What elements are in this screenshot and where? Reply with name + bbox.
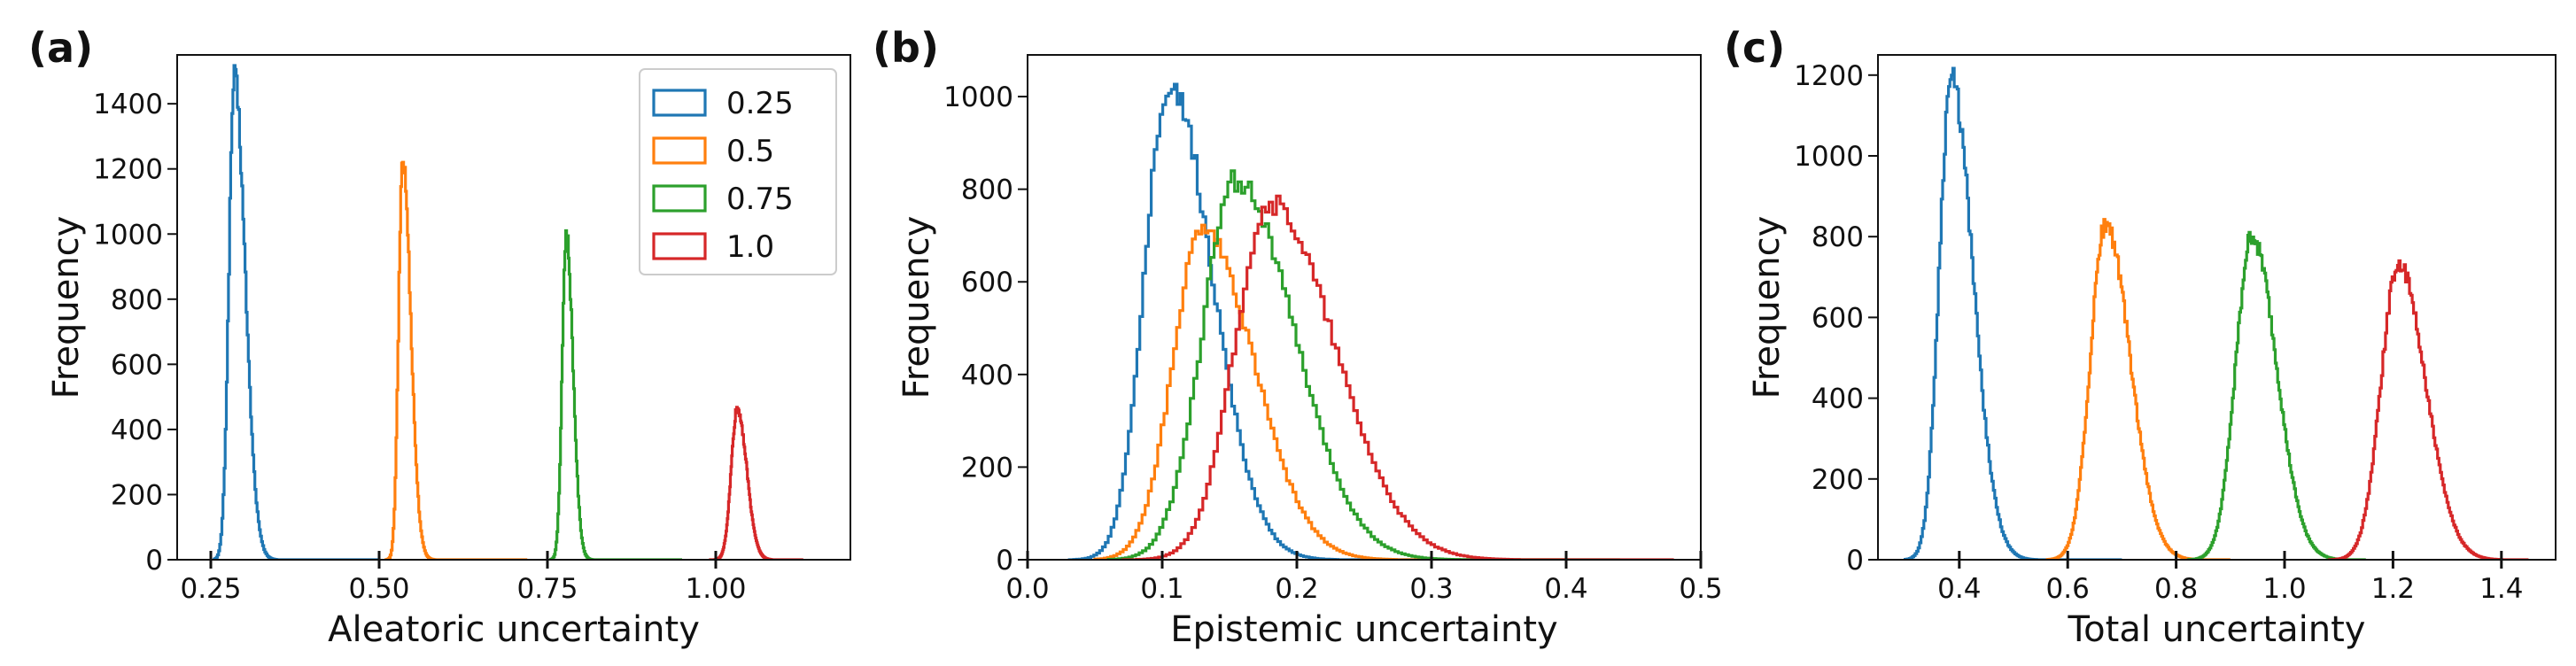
x-tick-label: 0.0 (1005, 573, 1049, 605)
legend-swatch-0.75 (652, 184, 707, 213)
histogram-series-0.25 (1067, 82, 1499, 560)
legend-label-0.5: 0.5 (726, 134, 774, 169)
x-tick-label: 1.0 (2262, 573, 2306, 605)
x-tick-label: 0.3 (1409, 573, 1453, 605)
panel-c: 0 200 400 600 800 1000 1200 0.4 0.6 0.8 1.0 1.2 1.4 T… (1724, 24, 2557, 650)
y-tick-label: 0 (996, 545, 1013, 577)
y-tick-label: 1000 (943, 81, 1013, 113)
y-tick-label: 1000 (93, 219, 163, 251)
panel-label: (a) (28, 24, 93, 72)
y-tick-label: 800 (961, 174, 1013, 206)
histogram-series-0.75 (1106, 169, 1620, 560)
x-tick-label: 1.2 (2371, 573, 2415, 605)
y-tick-label: 1400 (93, 89, 163, 120)
histogram-series-0.5 (2045, 218, 2231, 560)
panel-label: (c) (1724, 24, 1785, 72)
x-tick-label: 0.8 (2154, 573, 2198, 605)
y-axis-label: Frequency (46, 216, 87, 399)
y-tick-label: 0 (145, 545, 163, 577)
axes-frame (1027, 54, 1702, 561)
x-tick-label: 0.2 (1275, 573, 1318, 605)
y-axis-label: Frequency (896, 216, 937, 399)
x-axis-label: Aleatoric uncertainty (328, 609, 700, 650)
histogram-series-0.5 (1093, 223, 1566, 560)
y-tick-label: 200 (111, 479, 163, 511)
y-tick-label: 400 (1812, 383, 1864, 415)
x-tick-label: 0.1 (1140, 573, 1183, 605)
histogram-series-1.0 (2328, 259, 2529, 560)
series-group (1904, 66, 2529, 560)
axes-frame (176, 54, 851, 561)
legend-swatch-1.0 (652, 232, 707, 260)
x-tick-label: 0.50 (348, 573, 409, 605)
legend-label-0.75: 0.75 (726, 182, 794, 217)
legend-box (639, 68, 837, 275)
y-tick-label: 1200 (93, 154, 163, 186)
y-tick-label: 400 (111, 414, 163, 446)
x-tick-label: 0.4 (1937, 573, 1981, 605)
y-tick-label: 200 (961, 452, 1013, 484)
x-tick-label: 0.25 (180, 573, 241, 605)
x-tick-label: 0.6 (2046, 573, 2090, 605)
legend-label-1.0: 1.0 (726, 229, 774, 265)
y-tick-label: 600 (111, 349, 163, 381)
y-tick-label: 200 (1812, 464, 1864, 496)
legend: 0.25 0.5 0.75 1.0 (639, 68, 837, 275)
y-tick-label: 1000 (1794, 141, 1864, 173)
x-tick-label: 0.5 (1679, 573, 1722, 605)
x-tick-label: 0.4 (1544, 573, 1587, 605)
x-axis-label: Epistemic uncertainty (1170, 609, 1557, 650)
legend-swatch-0.25 (652, 89, 707, 117)
histogram-series-0.25 (213, 64, 379, 560)
panel-label: (b) (873, 24, 939, 72)
histogram-series-1.0 (709, 406, 803, 560)
histogram-series-0.25 (1904, 66, 2122, 560)
y-tick-label: 1200 (1794, 60, 1864, 92)
x-tick-label: 0.75 (516, 573, 578, 605)
x-axis-label: Total uncertainty (2068, 609, 2366, 650)
x-tick-label: 1.00 (685, 573, 746, 605)
axes-frame (1877, 54, 2557, 561)
y-tick-label: 600 (961, 267, 1013, 298)
legend-swatch-0.5 (652, 136, 707, 165)
y-axis-label: Frequency (1747, 216, 1788, 399)
y-tick-label: 0 (1846, 545, 1864, 577)
y-tick-label: 600 (1812, 302, 1864, 334)
x-tick-label: 1.4 (2479, 573, 2523, 605)
histogram-series-0.75 (2186, 230, 2366, 560)
legend-label-0.25: 0.25 (726, 86, 794, 121)
histogram-series-0.75 (549, 228, 682, 560)
panel-a: 0 200 400 600 800 1000 1200 1400 0.25 0.50 0.75 1.0… (28, 24, 851, 650)
panel-b: 0 200 400 600 800 1000 0.0 0.1 0.2 0.3 0.4 0.5 Epist… (873, 24, 1723, 650)
y-tick-label: 800 (1812, 221, 1864, 253)
y-tick-label: 400 (961, 360, 1013, 391)
y-tick-label: 800 (111, 284, 163, 316)
